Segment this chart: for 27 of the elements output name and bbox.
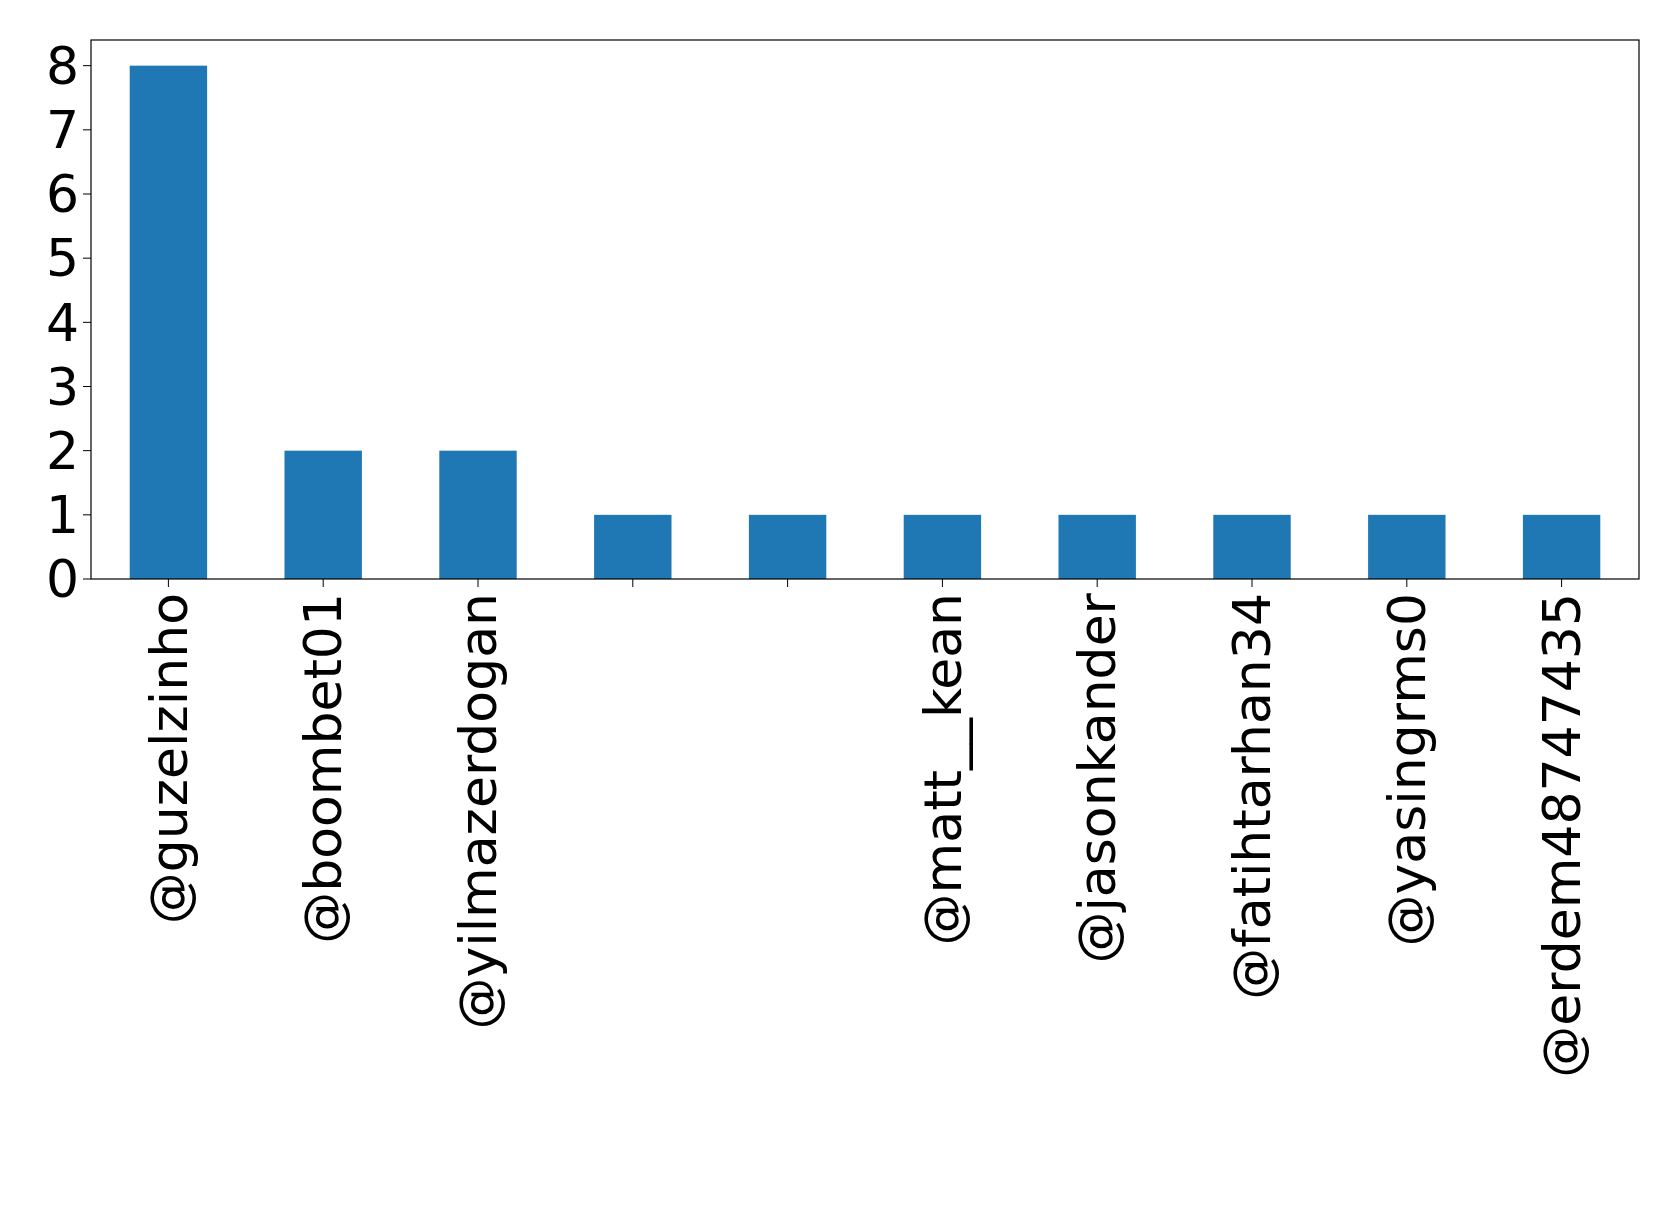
- bar: [594, 514, 672, 579]
- bar: [1368, 514, 1446, 579]
- x-tick-label: @erdem48747435: [1531, 593, 1592, 1078]
- bar: [1213, 514, 1291, 579]
- x-tick-label: @jasonkander: [1067, 592, 1128, 964]
- bar: [284, 450, 362, 579]
- y-tick-label: 6: [45, 164, 79, 225]
- y-tick-label: 3: [45, 356, 79, 417]
- y-tick-label: 1: [45, 485, 79, 546]
- y-tick-label: 7: [45, 100, 79, 161]
- x-tick-label: @fatihtarhan34: [1222, 593, 1283, 1000]
- bar: [439, 450, 517, 579]
- bar: [129, 65, 208, 579]
- y-tick-label: 5: [45, 228, 79, 289]
- bar: [1058, 514, 1136, 579]
- bar: [748, 514, 827, 579]
- x-tick-label: @boombet01: [293, 593, 354, 944]
- y-tick-label: 8: [45, 35, 79, 96]
- x-tick-label: @yilmazerdogan: [448, 593, 509, 1030]
- x-tick-label: @guzelzinho: [138, 593, 199, 925]
- x-tick-label: @matt__kean: [912, 593, 973, 946]
- bar: [903, 514, 982, 579]
- bar: [1522, 514, 1601, 579]
- y-tick-label: 0: [45, 549, 79, 610]
- y-tick-label: 4: [45, 292, 79, 353]
- y-tick-label: 2: [45, 420, 79, 481]
- x-tick-label: @yasingrms0: [1377, 593, 1437, 947]
